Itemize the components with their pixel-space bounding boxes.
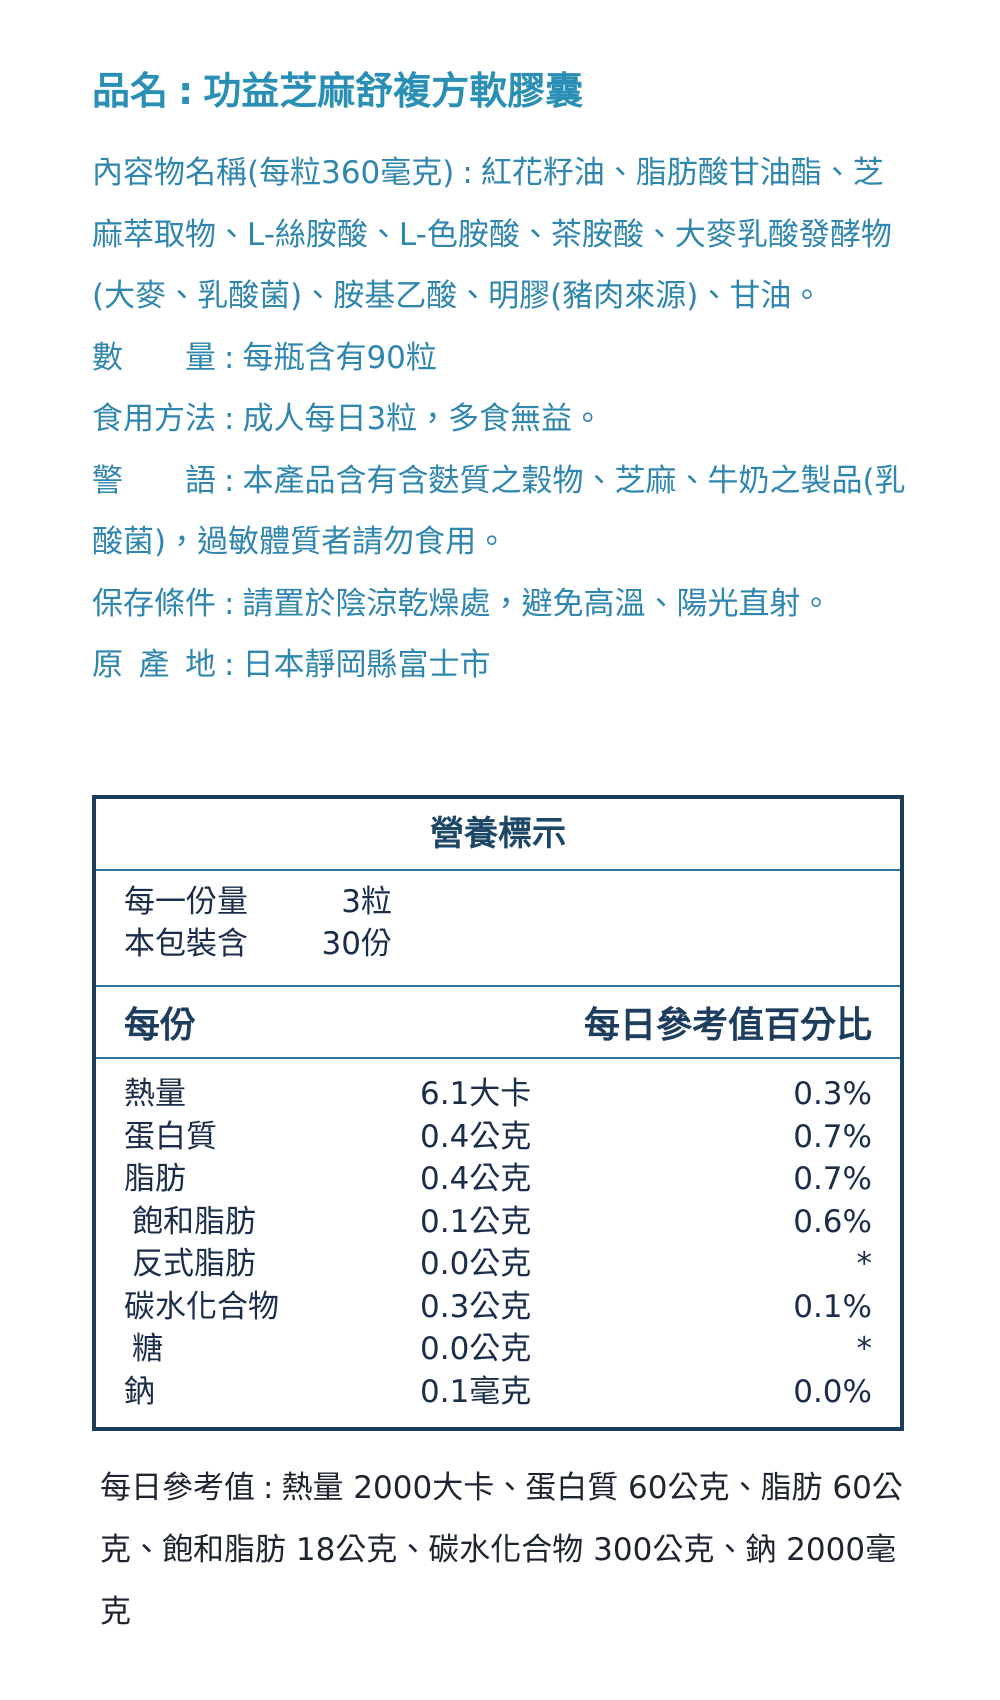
title-label: 品名 (92, 69, 169, 113)
serving-value: 3粒 (341, 884, 392, 920)
product-name: 功益芝麻舒複方軟膠囊 (203, 69, 584, 113)
nutrient-name: 反式脂肪 (132, 1246, 256, 1282)
nutrient-name: 飽和脂肪 (132, 1203, 256, 1240)
info-row: 警語: 本產品含有含麩質之穀物、芝麻、牛奶之製品(乳酸菌)，過敏體質者請勿食用。 (92, 451, 912, 574)
info-value: 紅花籽油、脂肪酸甘油酯、芝麻萃取物、L-絲胺酸、L-色胺酸、茶胺酸、大麥乳酸發酵… (92, 155, 892, 314)
nutrient-amount: 0.0公克 (420, 1331, 532, 1367)
info-label: 內容物名稱(每粒360毫克) (92, 155, 455, 191)
nutrient-percent: * (856, 1331, 873, 1367)
info-label: 警語 (92, 462, 216, 499)
nutrient-percent: 0.1% (793, 1288, 872, 1325)
nutrient-percent: * (856, 1246, 873, 1282)
nutrient-name: 蛋白質 (124, 1118, 217, 1155)
nutrient-percent: 0.3% (793, 1076, 872, 1112)
nutrition-row: 鈉 0.1毫克 0.0% (124, 1371, 872, 1414)
footnote-label: 每日參考值 (100, 1470, 255, 1506)
info-label: 食用方法 (92, 401, 216, 437)
nutrient-percent: 0.6% (793, 1203, 872, 1240)
footnote: 每日參考值: 熱量 2000大卡、蛋白質 60公克、脂肪 60公克、飽和脂肪 18… (100, 1457, 910, 1643)
product-title: 品名: 功益芝麻舒複方軟膠囊 (92, 60, 583, 115)
info-list: 內容物名稱(每粒360毫克): 紅花籽油、脂肪酸甘油酯、芝麻萃取物、L-絲胺酸、L… (92, 143, 912, 697)
nutrient-name: 脂肪 (124, 1161, 186, 1197)
separator: : (224, 401, 235, 437)
nutrient-name: 碳水化合物 (124, 1288, 279, 1325)
nutrition-row: 熱量 6.1大卡 0.3% (124, 1073, 872, 1116)
nutrient-percent: 0.7% (793, 1118, 872, 1155)
nutrition-rows: 熱量 6.1大卡 0.3% 蛋白質 0.4公克 0.7% 脂肪 0.4公克 0.7% 飽和脂肪 0.… (96, 1059, 900, 1413)
nutrient-name: 糖 (132, 1331, 163, 1367)
nutrition-row: 反式脂肪 0.0公克 * (124, 1243, 872, 1286)
separator: : (263, 1470, 274, 1506)
info-value: 每瓶含有90粒 (242, 339, 437, 376)
serving-info: 每一份量 3粒本包裝含 30份 (96, 871, 900, 987)
nutrient-name: 鈉 (124, 1373, 155, 1410)
nutrient-name: 熱量 (124, 1076, 186, 1112)
nutrient-amount: 0.4公克 (420, 1161, 532, 1197)
info-label: 保存條件 (92, 585, 216, 622)
separator: : (224, 585, 235, 622)
table-header: 每份 每日參考值百分比 (96, 987, 900, 1059)
info-value: 本產品含有含麩質之穀物、芝麻、牛奶之製品(乳酸菌)，過敏體質者請勿食用。 (92, 462, 906, 561)
serving-label: 每一份量 (124, 884, 248, 920)
info-row: 原產地: 日本靜岡縣富士市 (92, 635, 912, 697)
nutrient-amount: 0.3公克 (420, 1288, 532, 1325)
nutrient-amount: 0.1毫克 (420, 1373, 532, 1410)
info-label: 原產地 (92, 647, 216, 683)
header-cell: 每份 (124, 1005, 197, 1046)
info-row: 數量: 每瓶含有90粒 (92, 328, 912, 390)
serving-value: 30份 (321, 926, 392, 962)
nutrient-amount: 6.1大卡 (420, 1076, 532, 1112)
nutrition-row: 飽和脂肪 0.1公克 0.6% (124, 1201, 872, 1244)
nutrition-row: 脂肪 0.4公克 0.7% (124, 1158, 872, 1201)
nutrition-title: 營養標示 (96, 799, 900, 871)
separator: : (224, 647, 235, 683)
separator: : (178, 69, 194, 113)
nutrient-amount: 0.4公克 (420, 1118, 532, 1155)
footnote-text: 熱量 2000大卡、蛋白質 60公克、脂肪 60公克、飽和脂肪 18公克、碳水化… (100, 1470, 903, 1630)
nutrient-amount: 0.0公克 (420, 1246, 532, 1282)
info-row: 保存條件: 請置於陰涼乾燥處，避免高溫、陽光直射。 (92, 574, 912, 636)
serving-row: 每一份量 3粒 (124, 881, 900, 923)
nutrient-amount: 0.1公克 (420, 1203, 532, 1240)
nutrient-percent: 0.7% (793, 1161, 872, 1197)
serving-label: 本包裝含 (124, 926, 248, 962)
nutrition-row: 蛋白質 0.4公克 0.7% (124, 1116, 872, 1159)
nutrient-percent: 0.0% (793, 1373, 872, 1410)
info-value: 請置於陰涼乾燥處，避免高溫、陽光直射。 (242, 585, 832, 622)
separator: : (224, 339, 235, 376)
separator: : (224, 462, 235, 499)
info-row: 內容物名稱(每粒360毫克): 紅花籽油、脂肪酸甘油酯、芝麻萃取物、L-絲胺酸、L… (92, 143, 912, 328)
info-value: 成人每日3粒，多食無益。 (242, 401, 604, 437)
header-cell: 每日參考值百分比 (583, 1005, 872, 1046)
separator: : (462, 155, 473, 191)
info-row: 食用方法: 成人每日3粒，多食無益。 (92, 389, 912, 451)
nutrition-row: 糖 0.0公克 * (124, 1328, 872, 1371)
nutrition-row: 碳水化合物 0.3公克 0.1% (124, 1286, 872, 1329)
nutrition-table: 營養標示 每一份量 3粒本包裝含 30份 每份 每日參考值百分比 熱量 6.1大卡 0.3… (92, 795, 904, 1431)
info-label: 數量 (92, 339, 216, 376)
serving-row: 本包裝含 30份 (124, 923, 900, 965)
info-value: 日本靜岡縣富士市 (242, 647, 491, 683)
